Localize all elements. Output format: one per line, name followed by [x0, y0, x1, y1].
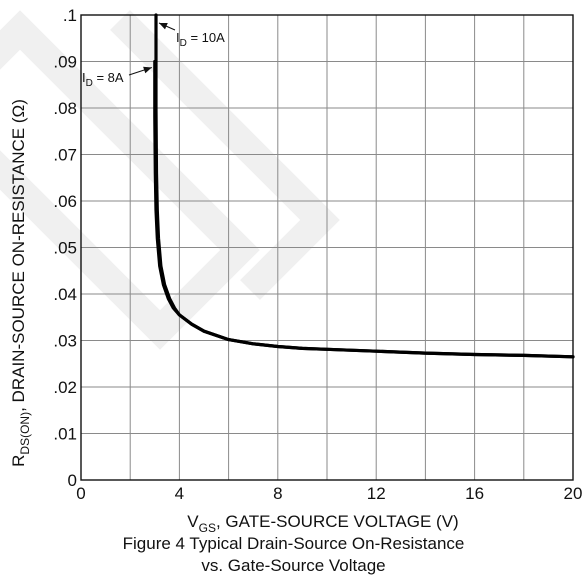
annotation-main: I — [82, 70, 86, 85]
y-tick-label: .01 — [53, 425, 77, 444]
annotation-arrowhead — [143, 66, 152, 74]
figure-caption-subtitle: vs. Gate-Source Voltage — [201, 556, 386, 575]
x-tick-label: 4 — [175, 484, 184, 503]
y-tick-label: .07 — [53, 146, 77, 165]
x-axis-ticks: 0 4 8 12 16 20 — [76, 484, 582, 503]
y-axis-title-rest: , DRAIN-SOURCE ON-RESISTANCE (Ω) — [9, 99, 28, 412]
plot-frame — [80, 14, 574, 481]
y-tick-label: .06 — [53, 192, 77, 211]
series-layer — [153, 13, 575, 359]
x-tick-label: 0 — [76, 484, 85, 503]
y-axis-ticks: 0 .01 .02 .03 .04 .05 .06 .07 .08 .09 .1 — [53, 6, 77, 490]
x-axis-title-rest: , GATE-SOURCE VOLTAGE (V) — [216, 512, 459, 531]
x-tick-label: 20 — [564, 484, 583, 503]
y-tick-label: .05 — [53, 239, 77, 258]
annotation-rest: = 8A — [93, 70, 124, 85]
annotation-arrowhead — [159, 23, 168, 30]
annotation-main: I — [176, 30, 180, 45]
x-axis-title-main: V — [187, 512, 199, 531]
y-axis-title-sub: DS(ON) — [18, 412, 32, 455]
figure-caption-title: Figure 4 Typical Drain-Source On-Resista… — [122, 534, 465, 553]
y-axis-title: RDS(ON), DRAIN-SOURCE ON-RESISTANCE (Ω) — [9, 99, 32, 467]
annotation-label: ID = 8A — [82, 70, 124, 89]
y-axis-title-main: R — [9, 455, 28, 467]
annotation-label: ID = 10A — [176, 30, 225, 49]
series-line — [153, 59, 575, 359]
x-axis-title-sub: GS — [199, 521, 216, 535]
x-axis-title: VGS, GATE-SOURCE VOLTAGE (V) — [187, 512, 458, 535]
y-tick-label: .08 — [53, 99, 77, 118]
y-tick-label: 0 — [68, 471, 77, 490]
annotation-sub: D — [86, 78, 93, 89]
y-tick-label: .02 — [53, 378, 77, 397]
x-tick-label: 8 — [273, 484, 282, 503]
y-tick-label: .03 — [53, 332, 77, 351]
watermark — [0, 10, 340, 350]
x-tick-label: 12 — [367, 484, 386, 503]
y-tick-label: .1 — [63, 6, 77, 25]
series-line — [154, 13, 575, 359]
grid — [80, 14, 574, 481]
y-tick-label: .09 — [53, 53, 77, 72]
annotation-rest: = 10A — [187, 30, 225, 45]
y-tick-label: .04 — [53, 285, 77, 304]
x-tick-label: 16 — [465, 484, 484, 503]
annotation-sub: D — [180, 38, 187, 49]
